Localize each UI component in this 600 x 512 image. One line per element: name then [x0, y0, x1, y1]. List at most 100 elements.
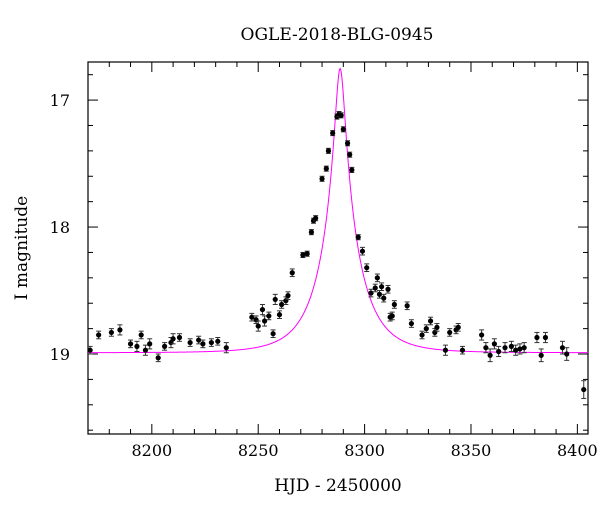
- data-point-marker: [359, 248, 366, 254]
- data-point-marker: [483, 345, 489, 351]
- data-point-marker: [200, 341, 206, 347]
- data-point-marker: [385, 286, 391, 292]
- data-point-marker: [196, 337, 202, 343]
- data-point: [96, 330, 102, 340]
- data-point-marker: [538, 352, 544, 358]
- data-point: [508, 340, 515, 352]
- data-point: [564, 347, 570, 361]
- data-point: [389, 311, 395, 321]
- data-point: [187, 338, 193, 347]
- x-tick-label: 8300: [344, 441, 385, 460]
- data-point-marker: [187, 339, 193, 346]
- data-point: [483, 342, 489, 354]
- data-point: [391, 300, 397, 309]
- data-point-marker: [517, 346, 523, 352]
- data-point: [542, 331, 549, 344]
- data-point-marker: [266, 313, 272, 319]
- data-point-marker: [138, 332, 144, 338]
- data-point: [455, 323, 461, 332]
- data-point-marker: [134, 343, 140, 349]
- data-point-marker: [487, 352, 493, 358]
- data-point-marker: [368, 290, 374, 296]
- data-point-marker: [379, 284, 385, 290]
- data-point-marker: [330, 130, 336, 136]
- data-point-marker: [391, 301, 397, 308]
- data-point: [423, 324, 429, 333]
- data-point-marker: [355, 234, 361, 240]
- data-point: [200, 339, 206, 349]
- data-point: [459, 345, 466, 355]
- data-point: [559, 340, 566, 355]
- x-tick-label: 8200: [131, 441, 172, 460]
- data-point-marker: [117, 327, 123, 333]
- data-point: [521, 342, 527, 354]
- data-point-marker: [542, 334, 549, 341]
- data-point: [349, 166, 355, 173]
- data-point-marker: [372, 285, 378, 291]
- data-point: [308, 229, 315, 236]
- data-point: [255, 320, 261, 332]
- data-point-marker: [349, 167, 355, 173]
- data-point-marker: [304, 251, 310, 257]
- data-point-marker: [521, 345, 527, 351]
- y-tick-label: 18: [50, 218, 70, 237]
- data-point: [404, 301, 410, 311]
- data-point-marker: [364, 265, 370, 271]
- data-point: [108, 328, 115, 337]
- data-point: [138, 330, 144, 340]
- data-point-marker: [338, 112, 344, 118]
- data-point-marker: [279, 301, 285, 308]
- data-point: [419, 330, 425, 340]
- data-point: [88, 345, 93, 355]
- data-point-marker: [142, 347, 149, 353]
- data-point-marker: [249, 314, 255, 320]
- data-point-marker: [147, 341, 153, 347]
- data-point-marker: [255, 323, 261, 329]
- data-point-marker: [347, 152, 353, 158]
- data-point: [176, 333, 183, 342]
- data-point: [487, 348, 493, 363]
- data-point: [340, 126, 346, 133]
- data-point-marker: [215, 338, 221, 344]
- data-point-marker: [376, 291, 383, 297]
- data-point-marker: [419, 332, 425, 338]
- data-point-marker: [170, 336, 176, 342]
- data-point-marker: [272, 296, 278, 303]
- data-point: [161, 342, 168, 351]
- data-point: [170, 333, 176, 345]
- data-point: [155, 353, 161, 363]
- data-point-marker: [427, 318, 434, 324]
- data-point-marker: [325, 148, 332, 154]
- data-point: [517, 343, 523, 355]
- data-point-marker: [96, 332, 102, 338]
- data-point: [325, 147, 332, 154]
- data-point-marker: [455, 324, 461, 330]
- data-point: [215, 337, 221, 346]
- data-point: [359, 246, 366, 256]
- data-point: [379, 282, 385, 292]
- data-point: [538, 348, 544, 363]
- data-point: [223, 342, 229, 354]
- data-point: [368, 288, 374, 298]
- tick-labels: 8200 8250 8300 8350 8400 17 18 19: [50, 91, 598, 460]
- data-point: [266, 311, 272, 321]
- data-point: [285, 291, 291, 300]
- data-point-marker: [223, 345, 229, 351]
- data-point: [427, 316, 434, 326]
- data-point-marker: [389, 313, 395, 319]
- data-point: [534, 331, 540, 344]
- data-points: [88, 111, 587, 399]
- data-point-marker: [340, 126, 346, 132]
- data-point: [355, 234, 361, 241]
- data-point: [134, 340, 140, 352]
- data-point-marker: [447, 329, 453, 336]
- data-point: [502, 342, 508, 354]
- data-point-marker: [313, 215, 319, 221]
- axis-ticks: [87, 62, 588, 434]
- data-point: [330, 130, 336, 137]
- data-point: [381, 293, 387, 303]
- data-point: [513, 344, 519, 356]
- data-point-marker: [319, 176, 325, 182]
- data-point-marker: [559, 345, 566, 351]
